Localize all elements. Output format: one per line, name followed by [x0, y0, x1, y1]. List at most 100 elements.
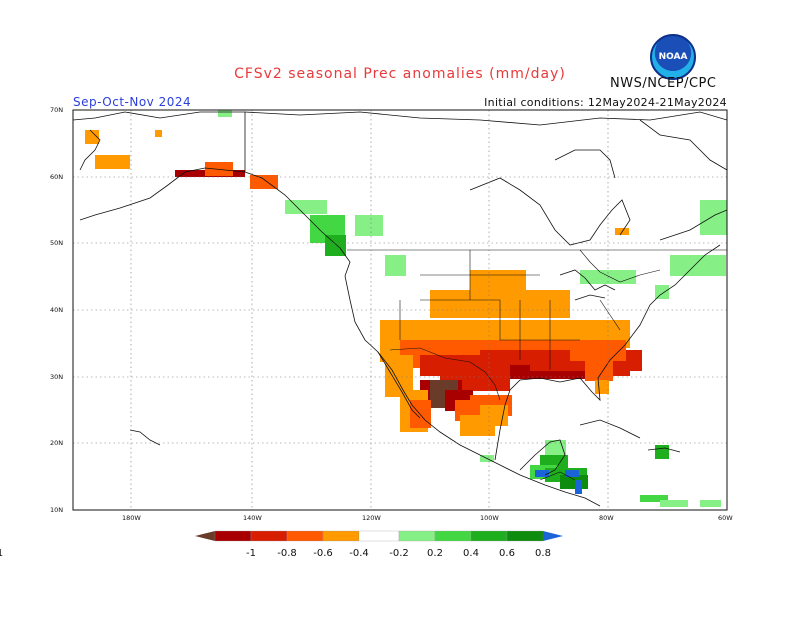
anomaly-cell [712, 269, 719, 276]
anomaly-cell [420, 380, 427, 387]
anomaly-cell [394, 334, 401, 341]
anomaly-cell [542, 297, 549, 304]
anomaly-cell [205, 162, 212, 169]
anomaly-cell [506, 320, 513, 327]
anomaly-cell [226, 162, 233, 169]
anomaly-cell [491, 395, 498, 402]
anomaly-cell [410, 400, 417, 407]
anomaly-cell [415, 327, 422, 334]
anomaly-cell [501, 357, 508, 364]
anomaly-cell [444, 380, 451, 387]
anomaly-cell [424, 400, 431, 407]
anomaly-cell [430, 380, 437, 387]
anomaly-cell [563, 297, 570, 304]
anomaly-cell [443, 334, 450, 341]
anomaly-cell [527, 334, 534, 341]
anomaly-cell [455, 362, 462, 369]
anomaly-cell [505, 409, 512, 416]
anomaly-cell [588, 320, 595, 327]
anomaly-cell [507, 304, 514, 311]
anomaly-cell [424, 414, 431, 421]
colorbar-swatch [398, 530, 436, 542]
anomaly-cell [622, 228, 629, 235]
anomaly-cell [505, 277, 512, 284]
anomaly-cell [591, 340, 598, 347]
anomaly-cell [471, 327, 478, 334]
anomaly-cell [461, 370, 468, 377]
anomaly-cell [598, 347, 605, 354]
anomaly-cell [629, 277, 636, 284]
anomaly-cell [479, 311, 486, 318]
anomaly-cell [429, 327, 436, 334]
anomaly-cell [540, 340, 547, 347]
anomaly-cell [444, 311, 451, 318]
anomaly-cell [662, 292, 669, 299]
anomaly-cell [677, 269, 684, 276]
anomaly-cell [401, 334, 408, 341]
anomaly-cell [501, 412, 508, 419]
anomaly-cell [385, 369, 392, 376]
anomaly-cell [434, 369, 441, 376]
anomaly-cell [437, 290, 444, 297]
anomaly-cell [464, 334, 471, 341]
anomaly-cell [380, 348, 387, 355]
anomaly-cell [417, 421, 424, 428]
anomaly-cell [515, 350, 522, 357]
anomaly-cell [530, 364, 537, 371]
anomaly-cell [394, 341, 401, 348]
anomaly-cell [712, 255, 719, 262]
anomaly-cell [212, 162, 219, 169]
anomaly-cell [338, 222, 345, 229]
anomaly-cell [428, 347, 435, 354]
anomaly-cell [455, 407, 462, 414]
anomaly-cell [437, 380, 444, 387]
anomaly-cell [595, 334, 602, 341]
anomaly-cell [537, 465, 544, 472]
anomaly-cell [451, 304, 458, 311]
anomaly-cell [487, 405, 494, 412]
anomaly-cell [510, 372, 517, 379]
anomaly-cell [474, 422, 481, 429]
anomaly-cell [427, 369, 434, 376]
anomaly-cell [387, 327, 394, 334]
anomaly-cell [325, 249, 332, 256]
anomaly-cell [499, 327, 506, 334]
anomaly-cell [460, 422, 467, 429]
anomaly-cell [552, 468, 559, 475]
anomaly-cell [486, 297, 493, 304]
anomaly-cell [719, 255, 726, 262]
anomaly-cell [437, 401, 444, 408]
anomaly-cell [560, 320, 567, 327]
anomaly-cell [385, 376, 392, 383]
anomaly-cell [399, 255, 406, 262]
anomaly-cell [417, 400, 424, 407]
anomaly-cell [707, 228, 714, 235]
anomaly-cell [520, 320, 527, 327]
anomaly-cell [401, 320, 408, 327]
anomaly-cell [434, 355, 441, 362]
anomaly-cell [407, 347, 414, 354]
anomaly-cell [429, 320, 436, 327]
anomaly-cell [458, 297, 465, 304]
initial-conditions-label: Initial conditions: 12May2024-21May2024 [484, 96, 727, 109]
anomaly-cell [574, 334, 581, 341]
anomaly-cell [623, 334, 630, 341]
anomaly-cell [414, 340, 421, 347]
anomaly-cell [471, 334, 478, 341]
anomaly-cell [196, 170, 203, 177]
anomaly-cell [512, 340, 519, 347]
anomaly-cell [92, 130, 99, 137]
anomaly-cell [505, 340, 512, 347]
anomaly-cell [424, 407, 431, 414]
anomaly-cell [480, 357, 487, 364]
anomaly-cell [116, 162, 123, 169]
anomaly-cell [616, 369, 623, 376]
anomaly-cell [494, 419, 501, 426]
anomaly-cell [606, 360, 613, 367]
anomaly-cell [500, 304, 507, 311]
anomaly-cell [320, 200, 327, 207]
anomaly-cell [485, 334, 492, 341]
anomaly-cell [481, 415, 488, 422]
anomaly-cell [503, 377, 510, 384]
anomaly-cell [512, 284, 519, 291]
